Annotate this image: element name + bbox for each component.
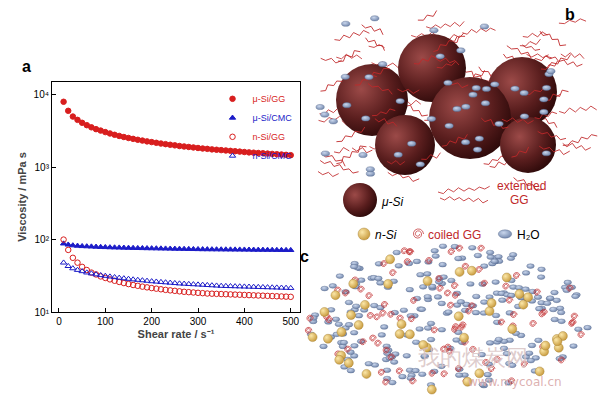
svg-text:μ-Si/GG: μ-Si/GG — [253, 94, 286, 104]
svg-text:500: 500 — [282, 316, 299, 327]
svg-text:b: b — [565, 6, 575, 23]
svg-text:μ-Si: μ-Si — [381, 195, 404, 209]
svg-text:n-Si: n-Si — [375, 228, 397, 242]
svg-text:n-Si/CMC: n-Si/CMC — [253, 151, 293, 161]
svg-text:a: a — [22, 58, 31, 75]
svg-text:10¹: 10¹ — [35, 307, 50, 318]
svg-text:Viscosity / mPa s: Viscosity / mPa s — [16, 152, 28, 242]
svg-text:c: c — [300, 248, 309, 265]
svg-text:400: 400 — [236, 316, 253, 327]
svg-text:300: 300 — [190, 316, 207, 327]
svg-text:10⁴: 10⁴ — [34, 89, 49, 100]
svg-text:200: 200 — [143, 316, 160, 327]
svg-text:我的煤炭网: 我的煤炭网 — [418, 345, 528, 370]
svg-text:www.mycoal.cn: www.mycoal.cn — [468, 375, 562, 389]
svg-text:coiled GG: coiled GG — [428, 228, 481, 242]
svg-text:0: 0 — [56, 316, 62, 327]
svg-text:10²: 10² — [35, 234, 50, 245]
svg-text:n-Si/GG: n-Si/GG — [253, 132, 286, 142]
svg-text:extended: extended — [497, 179, 546, 193]
svg-text:H₂O: H₂O — [517, 228, 540, 242]
svg-text:Shear rate / s⁻¹: Shear rate / s⁻¹ — [138, 328, 215, 340]
svg-text:GG: GG — [510, 193, 529, 207]
svg-text:10³: 10³ — [35, 162, 50, 173]
svg-text:100: 100 — [97, 316, 114, 327]
svg-text:μ-Si/CMC: μ-Si/CMC — [253, 113, 293, 123]
